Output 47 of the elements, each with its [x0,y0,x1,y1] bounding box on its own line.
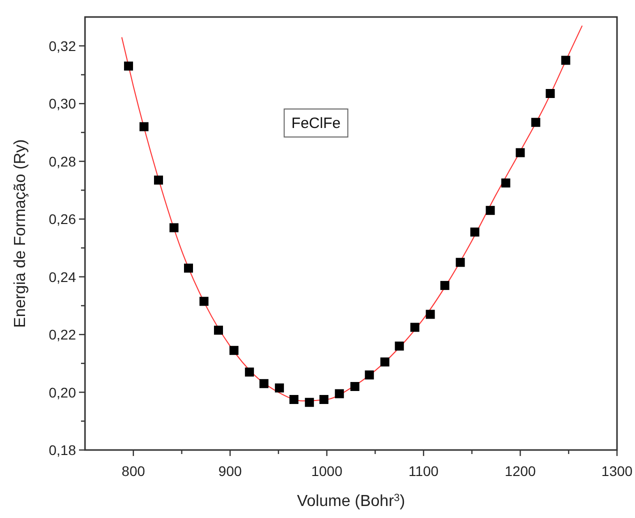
point [486,206,495,215]
annotation: FeClFe [291,115,341,132]
point [199,296,208,306]
y-tick-label: 0,22 [48,326,76,343]
point [154,176,164,185]
y-tick-label: 0,20 [48,384,76,400]
point [364,370,374,380]
y-tick-label: 0,26 [48,211,76,228]
x-tick-label: 1200 [504,463,536,479]
point [516,148,525,158]
y-tick-label: 0,30 [48,96,76,112]
point [229,346,238,355]
point [440,280,450,290]
point [426,310,435,319]
point [501,178,510,188]
point [214,326,223,335]
y-tick-label: 0,24 [48,268,76,285]
point [456,258,465,267]
point [350,382,360,391]
y-tick-label: 0,32 [48,38,76,54]
point [394,342,404,351]
x-axis-title: Volume (Bohr$^{3}$) [296,492,406,510]
point [169,223,178,232]
y-tick-label: 0,18 [48,442,76,458]
y-tick-label: 0,28 [48,153,76,170]
x-tick-label: 1100 [408,463,439,479]
x-tick-label: 800 [122,463,146,479]
point [140,122,149,132]
point [184,264,193,273]
point [410,322,420,332]
point [470,228,480,237]
point [124,62,134,71]
x-tick-label: 900 [218,463,242,479]
point [274,383,284,392]
point [334,389,344,398]
point [380,357,390,366]
point [244,368,254,377]
point [319,394,328,404]
point [259,379,268,388]
point [289,394,298,404]
x-tick-label: 1300 [601,463,633,479]
point [546,88,555,98]
x-tick-label: 1000 [311,463,343,479]
point [531,118,540,127]
y-axis-title: Energia de Formação (Ry) [12,139,29,328]
point [561,56,570,65]
point [304,398,314,407]
